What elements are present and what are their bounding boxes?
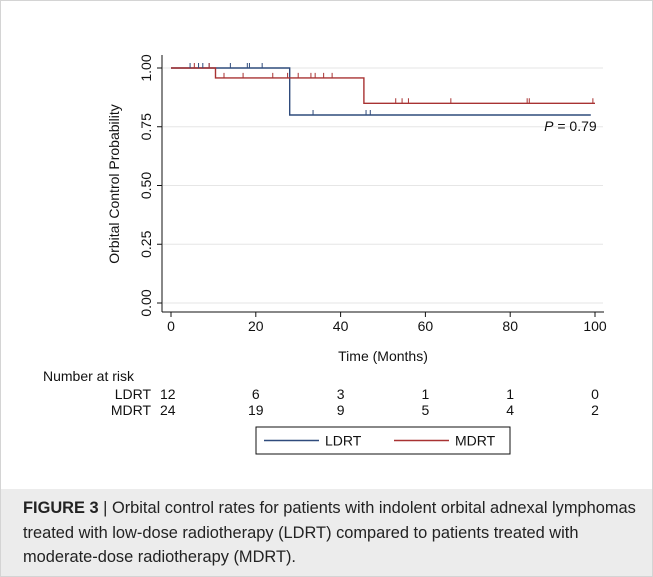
p-value-text: = 0.79 bbox=[553, 118, 596, 134]
caption-separator: | bbox=[98, 499, 112, 517]
risk-count: 5 bbox=[422, 402, 430, 418]
censor-marks bbox=[189, 63, 594, 115]
risk-count: 3 bbox=[337, 386, 345, 402]
risk-row-label: MDRT bbox=[111, 402, 152, 418]
km-chart: 0.000.250.500.751.000 20 40 60 80 100Orbital … bbox=[43, 54, 607, 455]
x-axis-title: Time (Months) bbox=[338, 348, 428, 364]
axis-labels: 0.00 0.25 0.50 0.75 1.00 0 20 40 60 80 100 Orbital … bbox=[106, 54, 607, 364]
y-tick-label: 0.25 bbox=[138, 230, 154, 257]
risk-count: 1 bbox=[506, 386, 514, 402]
figure-caption: FIGURE 3 | Orbital control rates for pat… bbox=[23, 496, 638, 570]
y-tick-label: 0.00 bbox=[138, 289, 154, 316]
y-axis-title: Orbital Control Probability bbox=[106, 104, 122, 264]
risk-count: 9 bbox=[337, 402, 345, 418]
p-value-annotation: P = 0.79 bbox=[544, 118, 597, 134]
series-lines bbox=[171, 67, 595, 116]
y-tick-label: 1.00 bbox=[138, 54, 154, 81]
y-tick-label: 0.50 bbox=[138, 172, 154, 199]
risk-row-label: LDRT bbox=[115, 386, 152, 402]
x-tick-label: 0 bbox=[167, 318, 175, 334]
p-value-letter: P bbox=[544, 118, 554, 134]
caption-text: Orbital control rates for patients with … bbox=[23, 499, 636, 566]
legend-label: LDRT bbox=[325, 433, 362, 449]
series-line-mdrt bbox=[171, 67, 595, 104]
figure-label: FIGURE 3 bbox=[23, 499, 99, 517]
legend-label: MDRT bbox=[455, 433, 496, 449]
x-tick-label: 60 bbox=[418, 318, 434, 334]
y-tick-label: 0.75 bbox=[138, 113, 154, 140]
risk-count: 2 bbox=[591, 402, 599, 418]
risk-count: 0 bbox=[591, 386, 599, 402]
series-line-ldrt bbox=[171, 67, 591, 116]
axes bbox=[157, 55, 604, 317]
x-tick-label: 100 bbox=[583, 318, 607, 334]
legend: LDRT MDRT bbox=[255, 426, 511, 455]
x-tick-label: 80 bbox=[502, 318, 518, 334]
x-tick-label: 20 bbox=[248, 318, 264, 334]
risk-table: Number at risk LDRT 12 6 3 1 1 0 MDRT 24 19 9 5 4 2 bbox=[43, 368, 599, 418]
risk-table-title: Number at risk bbox=[43, 368, 135, 384]
risk-count: 4 bbox=[506, 402, 514, 418]
risk-count: 19 bbox=[248, 402, 264, 418]
risk-count: 1 bbox=[422, 386, 430, 402]
risk-count: 6 bbox=[252, 386, 260, 402]
risk-count: 24 bbox=[160, 402, 176, 418]
x-tick-label: 40 bbox=[333, 318, 349, 334]
caption-band: FIGURE 3 | Orbital control rates for pat… bbox=[1, 489, 652, 576]
risk-count: 12 bbox=[160, 386, 176, 402]
